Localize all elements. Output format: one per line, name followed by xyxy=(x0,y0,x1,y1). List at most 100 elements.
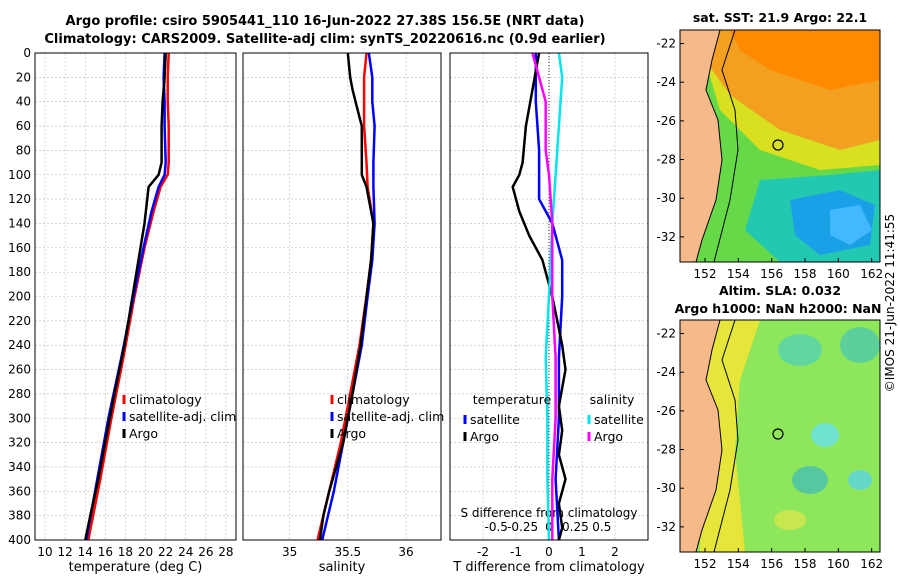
map-xtick-label: 156 xyxy=(760,557,783,571)
ytick-label: 280 xyxy=(8,387,31,401)
map-xtick-label: 154 xyxy=(727,557,750,571)
map-xtick-label: 158 xyxy=(794,267,817,281)
xtick-label: 28 xyxy=(218,545,233,559)
legend-label: satellite-adj. clim xyxy=(337,409,444,424)
panel-temperature: 0 20 40 60 80 100 120 140 160 180 200 220 240 260 280 3… xyxy=(8,46,237,575)
ytick-label: 100 xyxy=(8,168,31,182)
map-xtick-label: 162 xyxy=(860,267,883,281)
ytick-label: 20 xyxy=(16,70,31,84)
ytick-label: 400 xyxy=(8,533,31,547)
legend-label: Argo xyxy=(129,426,158,441)
xtick-label: 18 xyxy=(118,545,133,559)
panel-salinity: 35 35.5 36 salinity climatology satellite-adj… xyxy=(242,52,444,575)
axes-frame xyxy=(449,52,649,541)
series-line-argo xyxy=(84,52,167,541)
xtick-label: 0 xyxy=(545,545,553,559)
axes-frame xyxy=(242,52,442,541)
xtick-label: 35.5 xyxy=(334,545,361,559)
sla-feature-1 xyxy=(778,334,822,366)
map-xtick-label: 158 xyxy=(794,557,817,571)
ytick-label: 200 xyxy=(8,290,31,304)
ytick-label: 380 xyxy=(8,509,31,523)
xtick-label: 2 xyxy=(611,545,619,559)
ytick-label: 360 xyxy=(8,484,31,498)
sla-feature-6 xyxy=(774,510,806,530)
sst-coastline xyxy=(695,30,723,262)
x2tick-label: -0.5 xyxy=(484,520,507,534)
map-xtick-label: 152 xyxy=(694,557,717,571)
series-line-s-argo xyxy=(531,52,557,540)
map-ytick-label: -28 xyxy=(656,153,676,167)
xtick-label: 1 xyxy=(578,545,586,559)
map-ytick-label: -24 xyxy=(656,365,676,379)
x2tick-label: 0.5 xyxy=(592,520,611,534)
axes-frame xyxy=(34,52,237,541)
ytick-label: 0 xyxy=(23,46,31,60)
ytick-label: 160 xyxy=(8,241,31,255)
panel-difference: -2 -1 0 1 2-0.5 -0.25 0 0.25 0.5S difference fro… xyxy=(449,52,649,575)
sst-hot-region xyxy=(730,30,880,90)
map-xtick-label: 154 xyxy=(727,267,750,281)
ytick-label: 180 xyxy=(8,265,31,279)
sst-map-title: sat. SST: 21.9 Argo: 22.1 xyxy=(693,10,867,25)
map-ytick-label: -30 xyxy=(656,191,676,205)
xtick-label: 10 xyxy=(37,545,52,559)
sla-map-subtitle: Argo h1000: NaN h2000: NaN xyxy=(675,301,882,316)
ytick-label: 120 xyxy=(8,192,31,206)
legend-label: Argo xyxy=(594,429,623,444)
sla-argo-marker xyxy=(772,428,784,440)
map-ytick-label: -32 xyxy=(656,520,676,534)
map-xtick-label: 160 xyxy=(827,267,850,281)
sst-shelf-contour xyxy=(713,30,739,262)
xtick-label: 24 xyxy=(178,545,193,559)
ytick-label: 260 xyxy=(8,363,31,377)
xtick-label: 35 xyxy=(282,545,297,559)
legend-label: Argo xyxy=(470,429,499,444)
sla-coastline xyxy=(695,320,723,552)
xtick-label: -2 xyxy=(477,545,489,559)
x-axis-label: T difference from climatology xyxy=(452,560,645,575)
xtick-label: 12 xyxy=(58,545,73,559)
sst-land xyxy=(680,30,722,262)
map-xtick-label: 156 xyxy=(760,267,783,281)
sst-yellow-band xyxy=(705,60,880,170)
map-ytick-label: -22 xyxy=(656,327,676,341)
series-line-s-satellite xyxy=(544,52,564,541)
sla-feature-2 xyxy=(840,327,880,363)
xtick-label: -1 xyxy=(510,545,522,559)
sla-map xyxy=(680,320,880,552)
legend-label: satellite-adj. clim xyxy=(129,409,236,424)
x-axis-label: salinity xyxy=(319,560,366,575)
ytick-label: 80 xyxy=(16,143,31,157)
map-ytick-label: -26 xyxy=(656,404,676,418)
figure-title-line1: Argo profile: csiro 5905441_110 16-Jun-2… xyxy=(65,14,585,29)
ytick-label: 340 xyxy=(8,460,31,474)
sla-shelf-contour xyxy=(713,320,739,552)
series-line-climatology xyxy=(316,52,375,541)
series-line-climatology xyxy=(87,52,170,541)
legend-title-temperature: temperature xyxy=(473,392,552,407)
ytick-label: 140 xyxy=(8,216,31,230)
legend-title-salinity: salinity xyxy=(590,392,635,407)
xtick-label: 14 xyxy=(78,545,93,559)
ytick-label: 240 xyxy=(8,338,31,352)
legend-label: climatology xyxy=(129,392,202,407)
xtick-label: 36 xyxy=(398,545,413,559)
map-xtick-label: 160 xyxy=(827,557,850,571)
ytick-label: 320 xyxy=(8,436,31,450)
sla-map-title: Altim. SLA: 0.032 xyxy=(719,283,841,298)
legend-label: Argo xyxy=(337,426,366,441)
series-line-argo xyxy=(318,52,375,541)
series-line-t-satellite xyxy=(534,53,564,541)
x-axis-label: temperature (deg C) xyxy=(69,560,203,575)
legend-label: satellite xyxy=(594,412,644,427)
sst-map xyxy=(680,30,880,262)
map-ytick-label: -28 xyxy=(656,443,676,457)
sst-axes: 152 154 156 158 160 162 -22 -24 -26 -28 -30 -32 sat.… xyxy=(656,10,883,281)
map-ytick-label: -26 xyxy=(656,114,676,128)
series-line-satellite-adj-clim xyxy=(85,52,167,541)
map-ytick-label: -30 xyxy=(656,481,676,495)
ytick-label: 220 xyxy=(8,314,31,328)
map-xtick-label: 162 xyxy=(860,557,883,571)
xtick-label: 22 xyxy=(158,545,173,559)
